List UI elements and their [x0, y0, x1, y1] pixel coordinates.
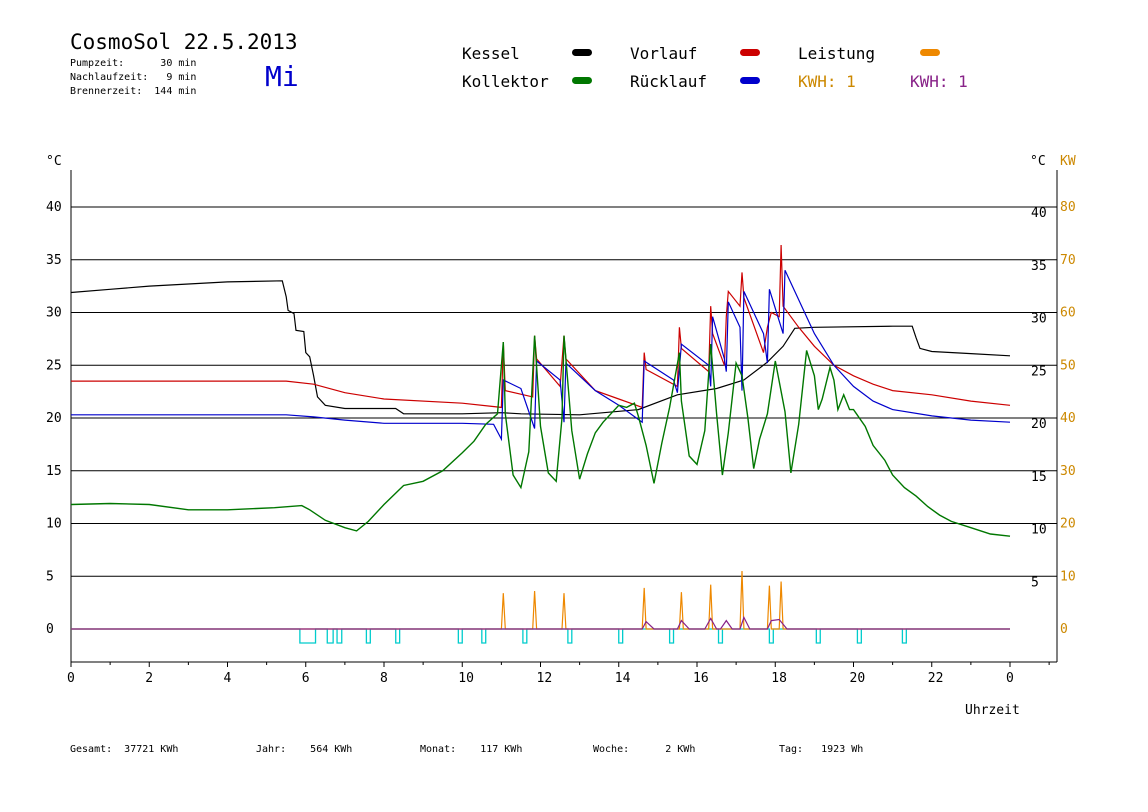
y-right-tick-label: 40	[1031, 206, 1047, 221]
x-tick-label: 4	[224, 671, 232, 686]
x-tick-label: 2	[145, 671, 153, 686]
y-tick-label: 20	[46, 411, 62, 426]
series-kollektor	[70, 335, 1011, 537]
legend-ruecklauf-swatch	[740, 77, 760, 84]
nachlauf-time: Nachlaufzeit: 9 min	[70, 72, 197, 83]
weekday-label: Mi	[265, 60, 299, 93]
y-right-tick-label: 10	[1031, 523, 1047, 538]
kw-tick-label: 10	[1060, 569, 1076, 584]
kw-tick-label: 0	[1060, 622, 1068, 637]
y-tick-label: 25	[46, 358, 62, 373]
legend-ruecklauf: Rücklauf	[630, 72, 708, 91]
series-kessel	[70, 280, 1011, 416]
legend-kessel-swatch	[572, 49, 592, 56]
y-tick-label: 10	[46, 517, 62, 532]
footer-monat: Monat: 117 KWh	[420, 744, 523, 755]
y-tick-label: 40	[46, 200, 62, 215]
kw-tick-label: 60	[1060, 306, 1076, 321]
y-right-tick-label: 35	[1031, 259, 1047, 274]
x-tick-label: 22	[928, 671, 944, 686]
series-kwh2	[71, 615, 1010, 630]
legend-kwh-1: KWH: 1	[798, 72, 856, 91]
y-right-tick-label: 20	[1031, 417, 1047, 432]
x-axis-label: Uhrzeit	[965, 703, 1020, 718]
left-unit-label: °C	[46, 154, 62, 169]
legend-kollektor: Kollektor	[462, 72, 549, 91]
y-tick-label: 30	[46, 306, 62, 321]
legend-leistung: Leistung	[798, 44, 876, 63]
kw-tick-label: 40	[1060, 411, 1076, 426]
legend-kessel: Kessel	[462, 44, 520, 63]
legend-kollektor-swatch	[572, 77, 592, 84]
legend-vorlauf: Vorlauf	[630, 44, 698, 63]
y-tick-label: 0	[46, 622, 54, 637]
brenner-time: Brennerzeit: 144 min	[70, 86, 197, 97]
right-kw-unit-label: KW	[1060, 154, 1076, 169]
legend-kwh-2: KWH: 1	[910, 72, 968, 91]
legend-leistung-swatch	[920, 49, 940, 56]
x-tick-label: 6	[302, 671, 310, 686]
chart-series	[70, 244, 1011, 644]
x-tick-label: 0	[1006, 671, 1014, 686]
kw-tick-label: 50	[1060, 358, 1076, 373]
y-right-tick-label: 5	[1031, 575, 1039, 590]
footer-tag: Tag: 1923 Wh	[779, 744, 864, 755]
chart-title: CosmoSol 22.5.2013	[70, 30, 298, 54]
legend-vorlauf-swatch	[740, 49, 760, 56]
x-tick-label: 14	[615, 671, 631, 686]
y-right-tick-label: 25	[1031, 364, 1047, 379]
y-right-tick-label: 15	[1031, 470, 1047, 485]
footer-jahr: Jahr: 564 KWh	[256, 744, 353, 755]
series-leistung	[71, 570, 1010, 630]
footer-gesamt: Gesamt: 37721 KWh	[70, 744, 179, 755]
chart-ticks: 0510152025303540510152025303540010203040…	[46, 200, 1076, 686]
x-tick-label: 18	[771, 671, 787, 686]
y-tick-label: 5	[46, 569, 54, 584]
x-tick-label: 12	[537, 671, 553, 686]
kw-tick-label: 30	[1060, 464, 1076, 479]
x-tick-label: 16	[693, 671, 709, 686]
kw-tick-label: 70	[1060, 253, 1076, 268]
pump-time: Pumpzeit: 30 min	[70, 58, 197, 69]
pump-signal	[71, 628, 1010, 644]
kw-tick-label: 80	[1060, 200, 1076, 215]
kw-tick-label: 20	[1060, 517, 1076, 532]
chart-grid	[71, 206, 1057, 577]
y-right-tick-label: 30	[1031, 312, 1047, 327]
x-tick-label: 20	[850, 671, 866, 686]
x-tick-label: 10	[458, 671, 474, 686]
y-tick-label: 15	[46, 464, 62, 479]
x-tick-label: 0	[67, 671, 75, 686]
right-temp-unit-label: °C	[1030, 154, 1046, 169]
x-tick-label: 8	[380, 671, 388, 686]
footer-woche: Woche: 2 KWh	[593, 744, 696, 755]
y-tick-label: 35	[46, 253, 62, 268]
